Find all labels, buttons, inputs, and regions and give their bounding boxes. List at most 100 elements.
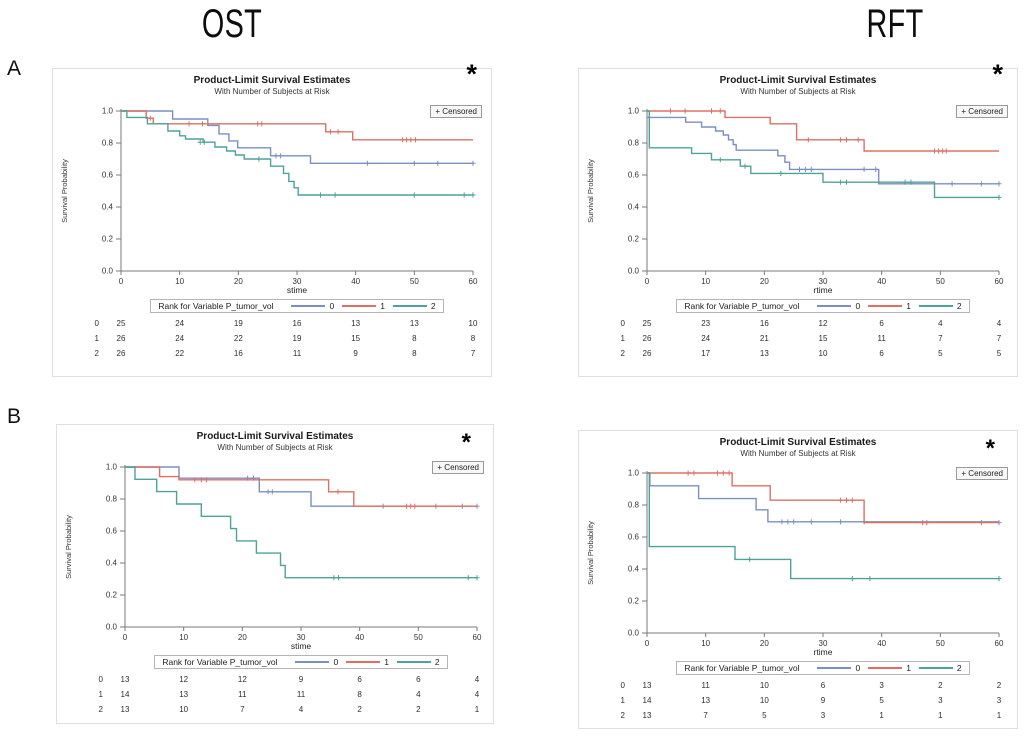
plot-title: Product-Limit Survival Estimates [193,75,351,86]
legend-item-label: 0 [855,663,861,673]
at-risk-row-label: 2 [98,705,103,714]
censored-legend: + Censored [430,105,482,118]
survival-curve-group-0 [121,110,473,164]
legend-title: Rank for Variable P_tumor_vol [162,657,278,667]
x-tick-label: 50 [936,639,945,647]
at-risk-value: 3 [996,696,1002,705]
censor-marks-group-1 [667,108,949,154]
y-tick-label: 0.8 [628,501,640,510]
legend-item-group-2: 2 [392,301,436,311]
x-tick-label: 40 [877,639,886,647]
survival-plot-panel-b-rft: Product-Limit Survival Estimates With Num… [578,430,1018,729]
legend-item-group-2: 2 [918,663,962,673]
censor-marks-group-1 [685,470,930,526]
at-risk-value: 25 [116,319,126,328]
column-header-ost: OST [201,2,263,46]
x-tick-label: 20 [760,277,769,285]
y-tick-label: 0.0 [106,623,118,632]
at-risk-value: 6 [879,319,884,328]
y-tick-label: 0.4 [628,565,640,574]
at-risk-value: 4 [996,319,1002,328]
at-risk-row-label: 0 [94,319,99,328]
y-tick-label: 1.0 [628,107,640,116]
group-legend-box: Rank for Variable P_tumor_vol 0 1 2 [676,661,970,675]
censor-marks-group-2 [331,575,480,581]
at-risk-value: 13 [120,705,130,714]
x-tick-label: 60 [995,277,1004,285]
at-risk-value: 12 [237,675,247,684]
plot-subtitle: With Number of Subjects at Risk [214,87,330,96]
at-risk-value: 13 [409,319,419,328]
x-tick-label: 0 [645,639,650,647]
censor-marks-group-1 [147,115,419,143]
survival-plot-panel-b-ost: Product-Limit Survival Estimates With Num… [56,424,494,724]
y-tick-label: 0.0 [628,267,640,276]
y-tick-label: 0.4 [106,559,118,568]
survival-curve-group-2 [125,466,477,579]
legend-item-group-1: 1 [868,301,911,311]
survival-curve-group-1 [647,472,999,524]
at-risk-value: 1 [938,711,943,720]
at-risk-value: 22 [175,349,185,358]
survival-curve-group-2 [647,472,999,580]
at-risk-value: 5 [938,349,943,358]
at-risk-row: 2 26 22 16 11 9 8 7 [53,349,491,361]
at-risk-row: 1 14 13 11 11 8 4 4 [57,690,493,702]
legend-line-swatch [346,661,381,663]
y-tick-label: 1.0 [102,107,114,116]
at-risk-value: 10 [759,696,769,705]
legend-line-swatch [918,305,953,307]
at-risk-row: 0 25 24 19 16 13 13 10 [53,319,491,331]
x-tick-label: 0 [645,277,650,285]
at-risk-value: 8 [412,334,417,343]
plot-subtitle: With Number of Subjects at Risk [740,87,856,96]
at-risk-value: 26 [642,349,652,358]
legend-item-label: 2 [430,301,436,311]
legend-line-swatch [817,667,852,669]
at-risk-value: 8 [357,690,362,699]
y-axis-label: Survival Probability [64,515,73,579]
at-risk-row-label: 0 [620,681,625,690]
km-plot-area: 0.0 0.2 0.4 0.6 0.8 1.0 0 10 20 30 40 50 60 Survival … [586,107,1004,285]
legend-line-swatch [868,305,903,307]
legend-item-label: 2 [956,301,962,311]
y-tick-label: 0.2 [102,235,114,244]
group-legend-box: Rank for Variable P_tumor_vol 0 1 2 [154,655,448,669]
at-risk-value: 5 [879,696,884,705]
x-tick-label: 60 [469,277,478,285]
row-label-a: A [7,57,22,80]
at-risk-row-label: 2 [620,711,625,720]
y-tick-label: 0.8 [628,139,640,148]
column-header-rft: RFT [866,2,924,46]
x-tick-label: 40 [877,277,886,285]
at-risk-value: 10 [179,705,189,714]
at-risk-value: 12 [818,319,828,328]
x-tick-label: 0 [119,277,124,285]
x-tick-label: 20 [238,633,247,641]
at-risk-value: 10 [818,349,828,358]
at-risk-value: 8 [470,334,476,343]
legend-line-swatch [392,305,427,307]
row-label-b: B [7,405,22,428]
at-risk-value: 13 [642,681,652,690]
legend-title: Rank for Variable P_tumor_vol [158,301,274,311]
censor-marks-group-2 [717,157,1002,200]
legend-item-group-1: 1 [342,301,385,311]
survival-curve-group-2 [647,110,999,199]
at-risk-value: 1 [879,711,884,720]
plot-title: Product-Limit Survival Estimates [719,75,877,86]
at-risk-row: 1 26 24 21 15 11 7 7 [579,334,1017,346]
legend-item-label: 1 [384,657,389,667]
x-tick-label: 0 [123,633,128,641]
at-risk-value: 22 [233,334,243,343]
legend-item-group-0: 0 [817,301,860,311]
at-risk-value: 3 [879,681,884,690]
at-risk-value: 3 [938,696,943,705]
censor-marks-group-2 [747,556,1002,582]
group-legend-box: Rank for Variable P_tumor_vol 0 1 2 [676,299,970,313]
at-risk-value: 4 [298,705,304,714]
at-risk-value: 14 [120,690,130,699]
at-risk-value: 26 [116,334,126,343]
at-risk-row: 0 13 12 12 9 6 6 4 [57,675,493,687]
legend-line-swatch [342,305,377,307]
